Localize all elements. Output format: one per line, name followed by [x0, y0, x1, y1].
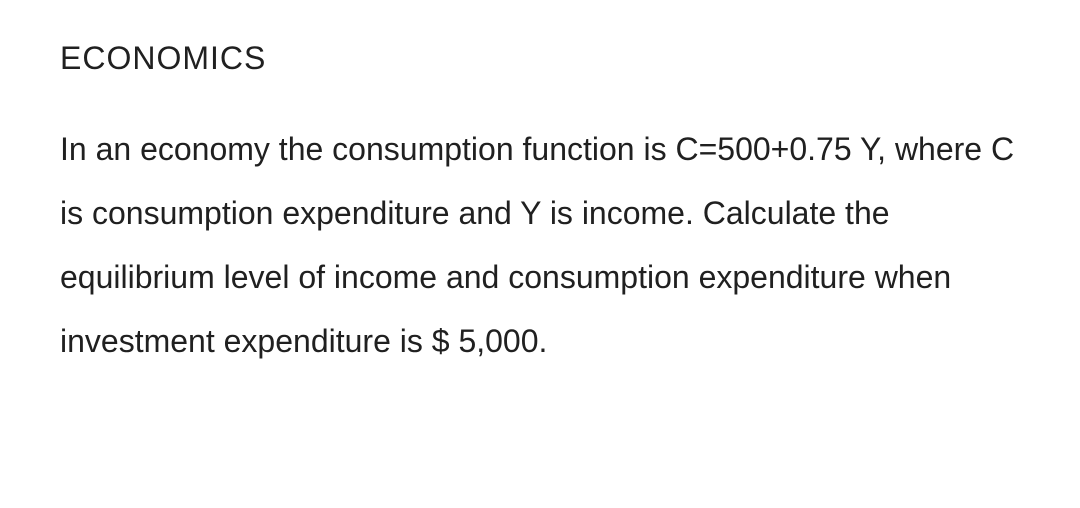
document-heading: ECONOMICS: [60, 40, 1020, 77]
document-body: In an economy the consumption function i…: [60, 117, 1020, 373]
